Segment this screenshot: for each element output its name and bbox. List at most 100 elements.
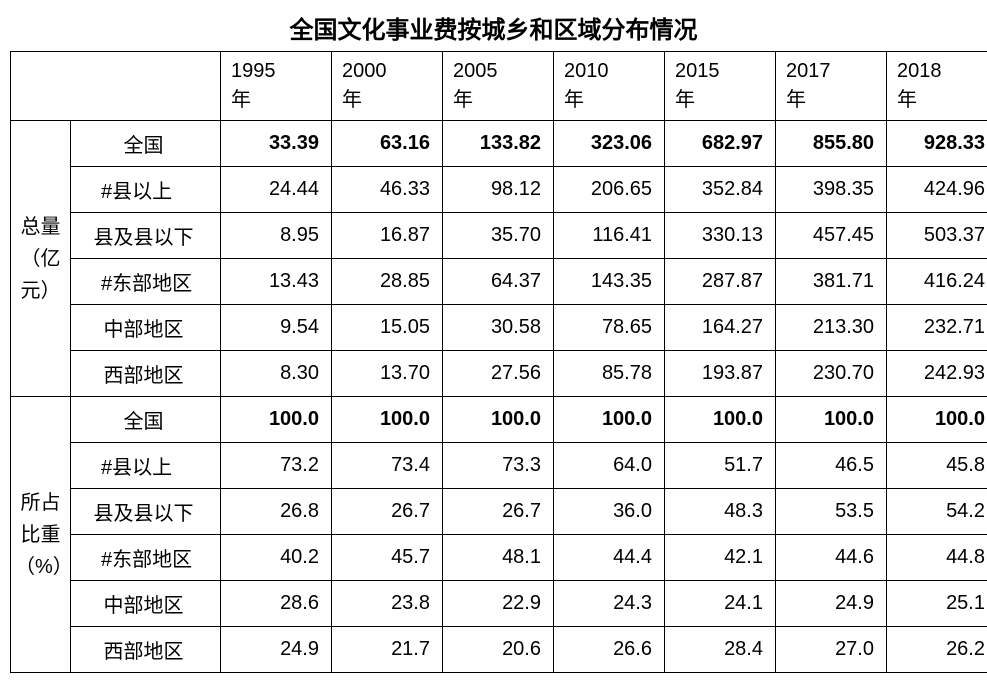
data-cell: 16.87	[332, 213, 443, 259]
data-cell: 682.97	[665, 121, 776, 167]
header-year-0: 1995年	[221, 52, 332, 121]
data-cell: 64.0	[554, 443, 665, 489]
data-cell: 20.6	[443, 627, 554, 673]
data-cell: 24.3	[554, 581, 665, 627]
row-label: 全国	[71, 397, 221, 443]
data-cell: 25.1	[887, 581, 987, 627]
data-cell: 381.71	[776, 259, 887, 305]
table-title: 全国文化事业费按城乡和区域分布情况	[10, 10, 977, 45]
header-row: 1995年2000年2005年2010年2015年2017年2018年	[11, 52, 987, 121]
data-cell: 27.0	[776, 627, 887, 673]
data-cell: 98.12	[443, 167, 554, 213]
table-row: 中部地区28.623.822.924.324.124.925.1	[11, 581, 987, 627]
data-cell: 33.39	[221, 121, 332, 167]
data-cell: 45.8	[887, 443, 987, 489]
data-cell: 24.1	[665, 581, 776, 627]
data-cell: 73.3	[443, 443, 554, 489]
row-label: #县以上	[71, 443, 221, 489]
data-cell: 242.93	[887, 351, 987, 397]
data-cell: 26.6	[554, 627, 665, 673]
data-cell: 78.65	[554, 305, 665, 351]
data-cell: 100.0	[332, 397, 443, 443]
data-cell: 24.9	[776, 581, 887, 627]
data-cell: 46.33	[332, 167, 443, 213]
data-cell: 100.0	[443, 397, 554, 443]
data-cell: 100.0	[221, 397, 332, 443]
row-label: #东部地区	[71, 535, 221, 581]
data-cell: 73.4	[332, 443, 443, 489]
table-row: 中部地区9.5415.0530.5878.65164.27213.30232.7…	[11, 305, 987, 351]
row-label: 中部地区	[71, 305, 221, 351]
data-cell: 51.7	[665, 443, 776, 489]
table-row: #县以上24.4446.3398.12206.65352.84398.35424…	[11, 167, 987, 213]
data-cell: 352.84	[665, 167, 776, 213]
header-blank	[11, 52, 221, 121]
data-cell: 35.70	[443, 213, 554, 259]
data-cell: 143.35	[554, 259, 665, 305]
data-cell: 54.2	[887, 489, 987, 535]
data-cell: 9.54	[221, 305, 332, 351]
data-cell: 287.87	[665, 259, 776, 305]
data-cell: 8.95	[221, 213, 332, 259]
data-cell: 855.80	[776, 121, 887, 167]
data-cell: 100.0	[554, 397, 665, 443]
row-label: #东部地区	[71, 259, 221, 305]
data-cell: 24.9	[221, 627, 332, 673]
data-cell: 28.4	[665, 627, 776, 673]
data-cell: 100.0	[776, 397, 887, 443]
data-cell: 457.45	[776, 213, 887, 259]
data-cell: 46.5	[776, 443, 887, 489]
data-cell: 8.30	[221, 351, 332, 397]
table-row: 西部地区8.3013.7027.5685.78193.87230.70242.9…	[11, 351, 987, 397]
row-label: 县及县以下	[71, 489, 221, 535]
data-cell: 42.1	[665, 535, 776, 581]
data-cell: 24.44	[221, 167, 332, 213]
header-year-1: 2000年	[332, 52, 443, 121]
data-cell: 230.70	[776, 351, 887, 397]
data-cell: 100.0	[665, 397, 776, 443]
data-cell: 503.37	[887, 213, 987, 259]
table-row: #东部地区40.245.748.144.442.144.644.8	[11, 535, 987, 581]
row-label: 中部地区	[71, 581, 221, 627]
table-row: 县及县以下8.9516.8735.70116.41330.13457.45503…	[11, 213, 987, 259]
data-cell: 13.43	[221, 259, 332, 305]
group-label-1: 所占比重（%）	[11, 397, 71, 673]
data-cell: 164.27	[665, 305, 776, 351]
data-cell: 26.7	[332, 489, 443, 535]
header-year-4: 2015年	[665, 52, 776, 121]
data-cell: 48.1	[443, 535, 554, 581]
data-cell: 44.4	[554, 535, 665, 581]
data-cell: 36.0	[554, 489, 665, 535]
data-cell: 26.7	[443, 489, 554, 535]
data-cell: 22.9	[443, 581, 554, 627]
data-cell: 44.8	[887, 535, 987, 581]
table-row: #县以上73.273.473.364.051.746.545.8	[11, 443, 987, 489]
data-cell: 45.7	[332, 535, 443, 581]
data-cell: 928.33	[887, 121, 987, 167]
data-cell: 100.0	[887, 397, 987, 443]
data-cell: 30.58	[443, 305, 554, 351]
header-year-6: 2018年	[887, 52, 987, 121]
row-label: 西部地区	[71, 627, 221, 673]
data-cell: 44.6	[776, 535, 887, 581]
data-cell: 193.87	[665, 351, 776, 397]
data-table: 1995年2000年2005年2010年2015年2017年2018年总量（亿元…	[10, 51, 987, 673]
table-row: 县及县以下26.826.726.736.048.353.554.2	[11, 489, 987, 535]
data-cell: 64.37	[443, 259, 554, 305]
data-cell: 27.56	[443, 351, 554, 397]
header-year-2: 2005年	[443, 52, 554, 121]
data-cell: 85.78	[554, 351, 665, 397]
data-cell: 13.70	[332, 351, 443, 397]
data-cell: 28.6	[221, 581, 332, 627]
data-cell: 323.06	[554, 121, 665, 167]
data-cell: 133.82	[443, 121, 554, 167]
row-label: 全国	[71, 121, 221, 167]
data-cell: 213.30	[776, 305, 887, 351]
table-row: #东部地区13.4328.8564.37143.35287.87381.7141…	[11, 259, 987, 305]
data-cell: 398.35	[776, 167, 887, 213]
data-cell: 26.8	[221, 489, 332, 535]
data-cell: 15.05	[332, 305, 443, 351]
data-cell: 330.13	[665, 213, 776, 259]
data-cell: 26.2	[887, 627, 987, 673]
data-cell: 53.5	[776, 489, 887, 535]
